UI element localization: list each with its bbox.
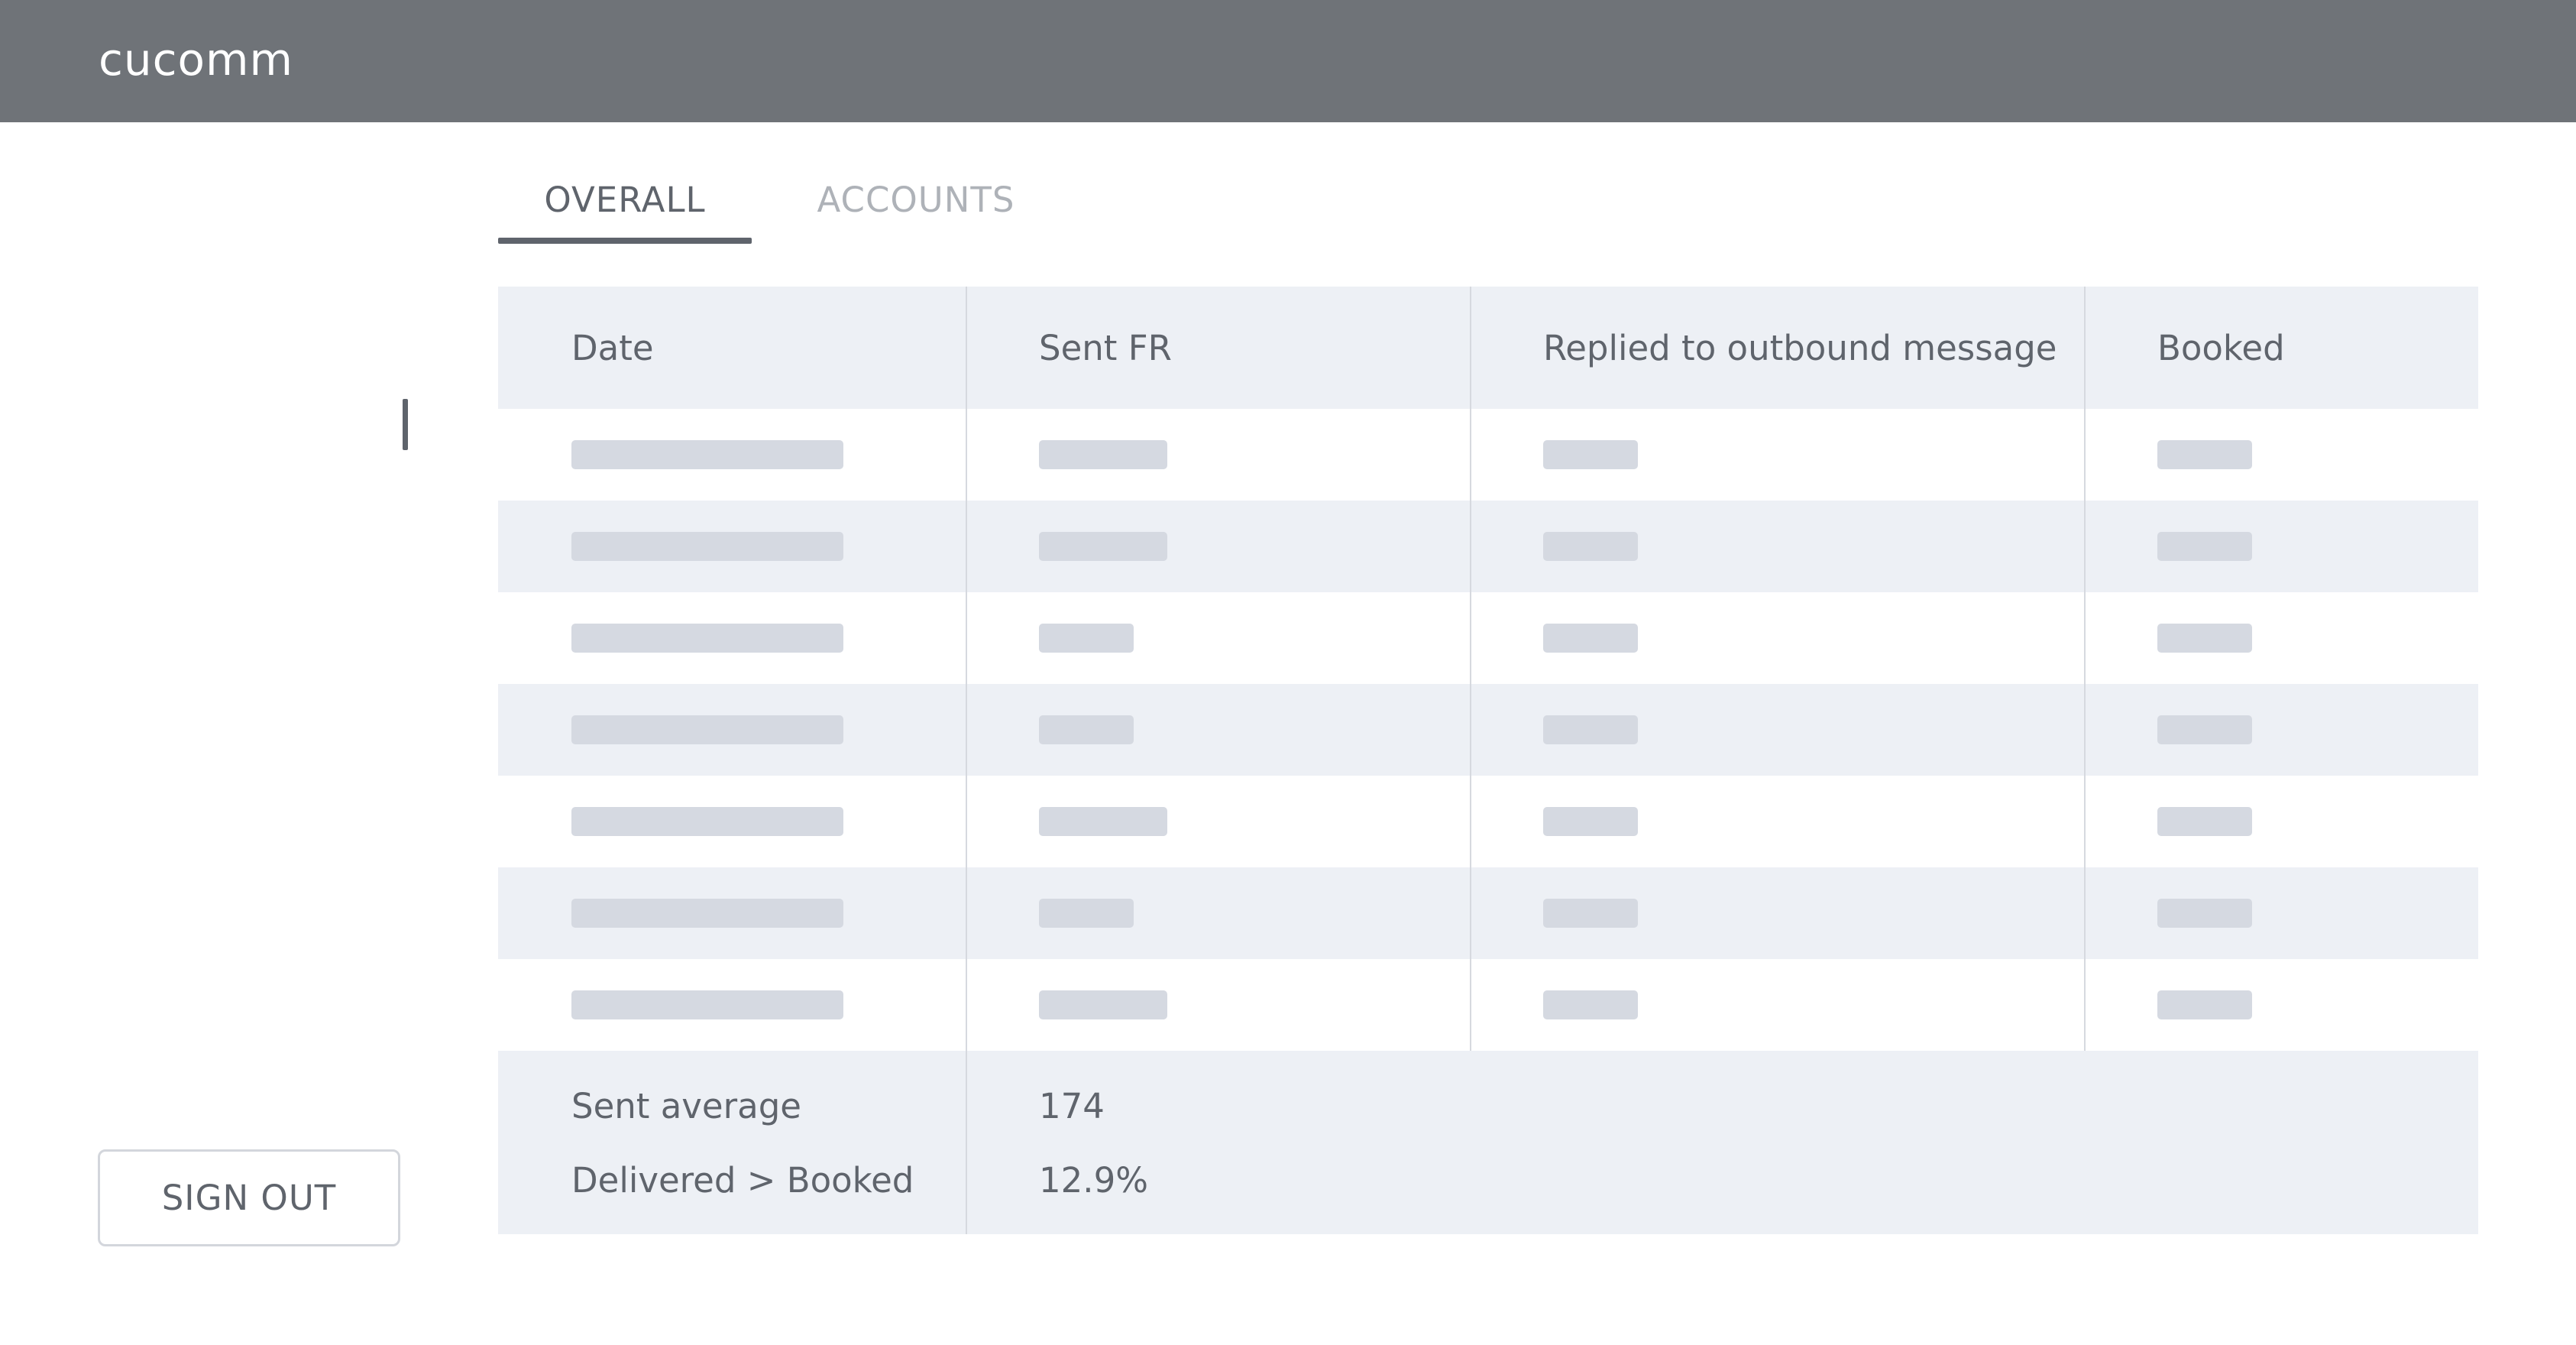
column-divider: [966, 287, 967, 1051]
column-header-date[interactable]: Date: [571, 328, 654, 368]
table-row: [498, 867, 2478, 959]
skeleton-booked: [2157, 899, 2252, 928]
skeleton-date: [571, 532, 843, 561]
skeleton-sent-fr: [1039, 624, 1134, 653]
skeleton-replied: [1543, 440, 1638, 469]
skeleton-booked: [2157, 624, 2252, 653]
skeleton-sent-fr: [1039, 807, 1167, 836]
column-header-replied[interactable]: Replied to outbound message: [1543, 328, 2057, 368]
column-divider: [966, 1051, 967, 1234]
table-header-row: Date Sent FR Replied to outbound message…: [498, 287, 2478, 409]
table-row: [498, 592, 2478, 684]
skeleton-sent-fr: [1039, 990, 1167, 1019]
skeleton-sent-fr: [1039, 532, 1167, 561]
sign-out-button[interactable]: SIGN OUT: [98, 1149, 400, 1246]
skeleton-replied: [1543, 990, 1638, 1019]
skeleton-booked: [2157, 990, 2252, 1019]
summary-label-sent-average: Sent average: [571, 1086, 801, 1126]
column-divider: [1470, 287, 1471, 1051]
summary-value-delivered-booked: 12.9%: [1039, 1160, 1148, 1201]
skeleton-replied: [1543, 715, 1638, 744]
summary-value-sent-average: 174: [1039, 1086, 1105, 1126]
summary-footer: Sent average 174 Delivered > Booked 12.9…: [498, 1051, 2478, 1234]
skeleton-booked: [2157, 715, 2252, 744]
skeleton-replied: [1543, 624, 1638, 653]
skeleton-sent-fr: [1039, 715, 1134, 744]
skeleton-booked: [2157, 440, 2252, 469]
skeleton-sent-fr: [1039, 440, 1167, 469]
tab-overall[interactable]: OVERALL: [544, 180, 706, 220]
skeleton-sent-fr: [1039, 899, 1134, 928]
summary-label-delivered-booked: Delivered > Booked: [571, 1160, 914, 1201]
tab-accounts[interactable]: ACCOUNTS: [817, 180, 1015, 220]
table-row: [498, 959, 2478, 1051]
sidebar-caret: [403, 399, 408, 450]
skeleton-date: [571, 807, 843, 836]
column-header-sent-fr[interactable]: Sent FR: [1039, 328, 1172, 368]
table-row: [498, 684, 2478, 776]
skeleton-replied: [1543, 532, 1638, 561]
top-bar: cucomm: [0, 0, 2576, 122]
stats-table: Date Sent FR Replied to outbound message…: [498, 287, 2478, 1234]
skeleton-replied: [1543, 807, 1638, 836]
skeleton-date: [571, 715, 843, 744]
app-brand: cucomm: [99, 34, 294, 86]
column-divider: [2084, 287, 2086, 1051]
skeleton-booked: [2157, 807, 2252, 836]
skeleton-booked: [2157, 532, 2252, 561]
table-row: [498, 776, 2478, 867]
table-row: [498, 409, 2478, 501]
table-row: [498, 501, 2478, 592]
skeleton-date: [571, 990, 843, 1019]
active-tab-indicator: [498, 238, 752, 244]
skeleton-replied: [1543, 899, 1638, 928]
column-header-booked[interactable]: Booked: [2157, 328, 2285, 368]
skeleton-date: [571, 440, 843, 469]
skeleton-date: [571, 899, 843, 928]
skeleton-date: [571, 624, 843, 653]
